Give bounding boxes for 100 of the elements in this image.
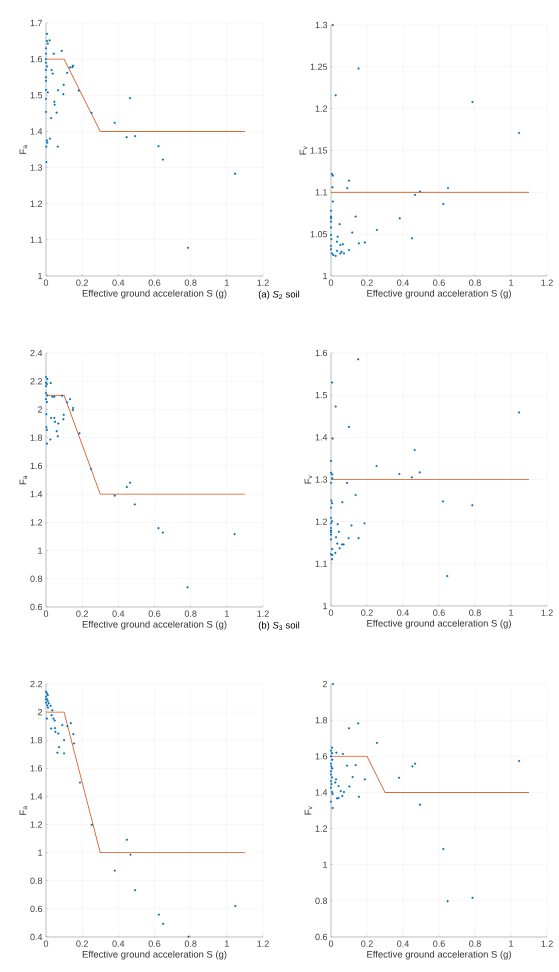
x-tick-label: 0 [328, 940, 334, 947]
x-tick-label: 1.2 [257, 940, 269, 947]
y-tick-label: 1.6 [30, 462, 42, 470]
y-tick-label: 1.6 [316, 350, 328, 356]
x-tick-label: 0.8 [469, 940, 481, 947]
y-tick-label: 1.8 [30, 737, 42, 744]
y-axis-title: F$_{v}$ [304, 475, 312, 484]
y-tick-label: 0.6 [30, 906, 42, 912]
x-axis-title: Effective ground acceleration S (g) [82, 950, 226, 960]
y-tick-label: 1.1 [316, 189, 328, 196]
x-tick-label: 0.4 [397, 610, 409, 616]
y-tick-label: 1 [38, 272, 42, 280]
x-tick-label: 1 [509, 940, 514, 947]
x-tick-label: 0.4 [112, 280, 124, 286]
x-tick-label: 0.6 [433, 610, 445, 616]
text: (b) S$_{3}$ soil [258, 622, 300, 630]
x-tick-label: 0.2 [76, 280, 88, 286]
x-tick-label: 1.2 [541, 940, 553, 947]
x-tick-label: 0 [44, 280, 48, 286]
y-tick-label: 1.7 [30, 20, 42, 26]
y-tick-label: 0.8 [30, 576, 42, 582]
y-tick-label: 1.2 [316, 518, 328, 525]
y-tick-label: 1.3 [30, 164, 42, 171]
y-tick-label: 1.3 [316, 22, 328, 28]
y-tick-label: 1 [323, 272, 328, 280]
y-tick-label: 1.1 [316, 560, 328, 567]
x-tick-label: 0 [328, 610, 334, 616]
x-axis-title: Effective ground acceleration S (g) [367, 290, 511, 299]
y-tick-label: 1.2 [30, 200, 42, 207]
y-tick-label: 1.4 [30, 491, 42, 498]
y-tick-label: 0.8 [30, 878, 42, 884]
y-tick-label: 1.5 [316, 392, 328, 398]
y-tick-label: 1.5 [30, 92, 42, 98]
x-tick-label: 0.8 [184, 940, 197, 947]
y-tick-label: 1.4 [30, 128, 42, 135]
y-tick-label: 2.4 [30, 350, 42, 356]
y-tick-label: 2 [38, 406, 42, 413]
x-tick-label: 1.2 [257, 610, 269, 617]
x-tick-label: 0 [44, 610, 48, 617]
x-tick-label: 0.4 [112, 610, 124, 617]
x-tick-label: 0.8 [184, 610, 197, 617]
x-tick-label: 0.2 [361, 280, 373, 286]
x-tick-label: 1 [509, 610, 514, 616]
x-axis-title: Effective ground acceleration S (g) [367, 950, 511, 960]
y-tick-label: 1.3 [316, 476, 328, 483]
x-tick-label: 1.2 [541, 280, 553, 286]
y-tick-label: 1.2 [316, 106, 328, 112]
x-tick-label: 1 [225, 940, 229, 947]
x-tick-label: 0.6 [433, 940, 445, 947]
x-tick-label: 0.8 [469, 280, 481, 286]
x-tick-label: 0 [328, 280, 334, 286]
x-tick-label: 1 [225, 280, 229, 286]
x-tick-label: 0.2 [76, 940, 88, 947]
x-axis-title: Effective ground acceleration S (g) [82, 290, 226, 299]
y-tick-label: 2.2 [30, 680, 42, 688]
x-axis-title: Effective ground acceleration S (g) [82, 620, 226, 630]
x-tick-label: 1.2 [257, 280, 269, 286]
y-tick-label: 2 [38, 708, 42, 716]
y-tick-label: 0.6 [315, 934, 328, 940]
y-tick-label: 0.4 [30, 934, 42, 940]
y-tick-label: 1.2 [30, 821, 42, 828]
y-tick-label: 1.4 [316, 434, 328, 440]
x-tick-label: 0.6 [148, 280, 160, 286]
x-tick-label: 0.6 [148, 940, 160, 947]
x-tick-label: 0 [44, 940, 48, 947]
y-axis-title: F$_{a}$ [20, 145, 28, 154]
x-tick-label: 0.2 [361, 940, 373, 947]
x-tick-label: 0.6 [433, 280, 445, 286]
x-tick-label: 0.8 [469, 610, 481, 616]
y-tick-label: 1 [323, 862, 328, 868]
x-tick-label: 0.4 [397, 280, 409, 286]
y-tick-label: 1 [38, 547, 42, 554]
x-tick-label: 0.4 [112, 940, 124, 947]
y-axis-title: F$_{v}$ [300, 146, 308, 155]
y-tick-label: 1.8 [30, 434, 42, 441]
x-tick-label: 0.4 [397, 940, 409, 947]
y-tick-label: 2 [322, 680, 328, 688]
x-tick-label: 1 [509, 280, 514, 286]
y-axis-title: F$_{a}$ [20, 476, 28, 484]
text: (a) S$_{2}$ soil [258, 290, 300, 300]
y-axis-title: F$_{a}$ [20, 806, 28, 815]
y-tick-label: 1.6 [30, 765, 42, 772]
y-tick-label: 1 [323, 602, 328, 610]
x-tick-label: 1 [225, 610, 229, 617]
y-tick-label: 1.2 [316, 825, 328, 832]
y-tick-label: 1.6 [316, 753, 328, 760]
x-tick-label: 0.2 [361, 610, 373, 616]
x-tick-label: 0.6 [148, 610, 160, 617]
y-tick-label: 1.4 [316, 789, 328, 796]
y-tick-label: 1 [38, 850, 42, 856]
y-axis-title: F$_{v}$ [304, 806, 312, 815]
y-tick-label: 0.6 [30, 604, 42, 610]
y-tick-label: 1.8 [316, 716, 328, 724]
x-axis-title: Effective ground acceleration S (g) [367, 620, 511, 629]
x-tick-label: 0.8 [184, 280, 197, 286]
y-tick-label: 1.05 [310, 230, 328, 238]
y-tick-label: 0.8 [315, 898, 328, 904]
y-tick-label: 1.4 [30, 793, 42, 800]
x-tick-label: 1.2 [541, 610, 553, 616]
y-tick-label: 2.2 [30, 378, 42, 384]
